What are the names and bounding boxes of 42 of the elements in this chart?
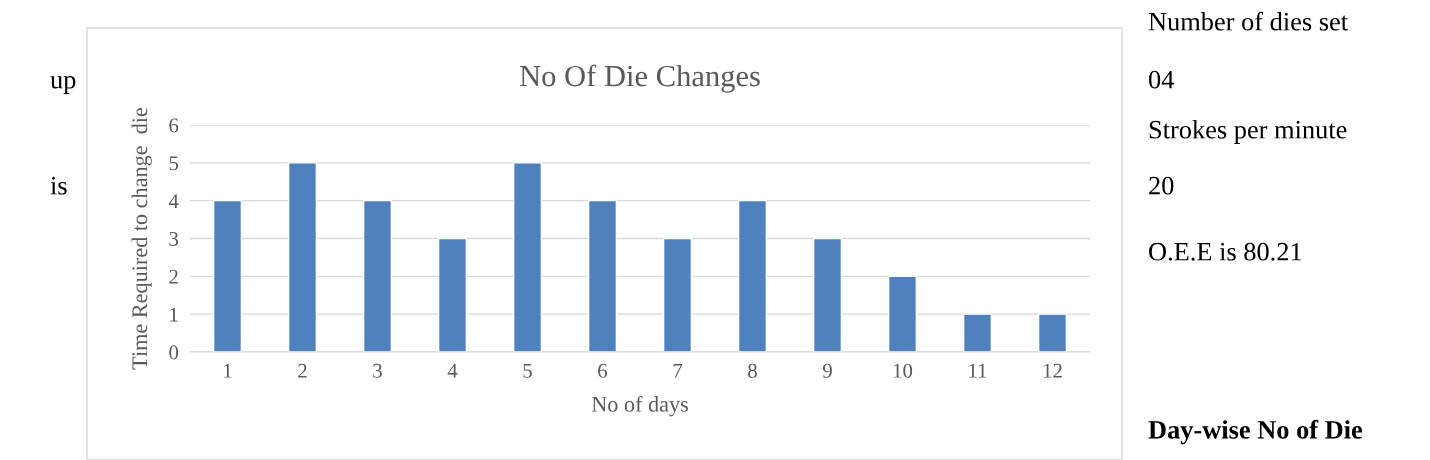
bar [437,237,468,352]
x-tick-label: 10 [893,363,913,378]
y-axis-title: Time Required to change die [131,107,152,370]
y-tick-label: 6 [169,118,179,133]
text: Number of dies set [1148,11,1348,31]
x-tick-label: 8 [748,363,757,378]
y-tick-label: 3 [169,231,179,246]
text: Day-wise No of Die [1148,419,1363,445]
x-tick-label: 7 [673,363,683,378]
y-tick-label: 4 [168,194,179,208]
x-axis-title: No of days [591,395,688,417]
x-tick-label: 4 [447,363,458,378]
bar [662,237,693,352]
bar [812,237,843,352]
x-tick-label: 6 [598,363,608,378]
text: 04 [1149,70,1174,89]
text: Strokes per minute [1149,120,1347,144]
x-tick-label: 3 [373,363,382,378]
bar [962,313,993,352]
text: 20 [1149,176,1174,195]
x-tick-label: 12 [1043,363,1062,378]
bar [737,199,768,352]
bar [287,162,318,352]
x-tick-label: 5 [523,363,532,378]
x-tick-label: 11 [969,363,987,378]
x-tick-label: 9 [822,363,832,378]
bar [887,275,918,352]
x-tick-label: 1 [224,363,232,378]
x-tick-label: 2 [298,363,307,378]
y-tick-label: 2 [169,269,178,284]
y-tick-label: 0 [169,345,179,360]
text: up [50,75,76,94]
text: is [50,176,67,195]
y-tick-label: 1 [170,307,178,322]
chart-title: No Of Die Changes [519,64,760,93]
bar [212,199,243,352]
bar [362,199,393,352]
bar [1037,313,1068,352]
y-tick-label: 5 [169,156,179,171]
text: O.E.E is 80.21 [1149,242,1302,261]
bar [512,162,543,352]
bar [587,199,618,352]
